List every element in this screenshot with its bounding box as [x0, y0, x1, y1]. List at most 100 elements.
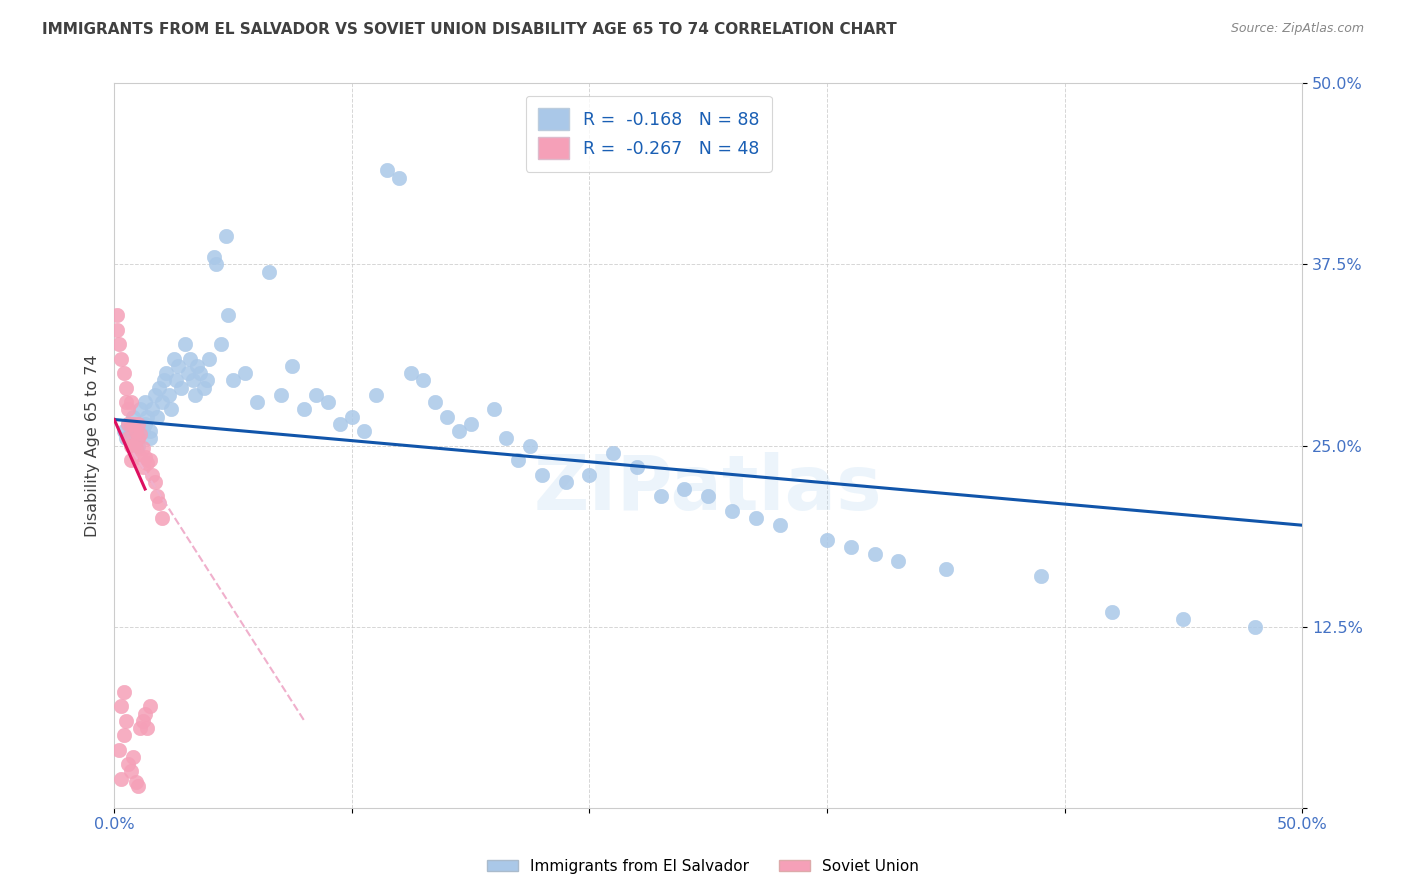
Point [110, 772, 132, 786]
Point [202, 250, 225, 264]
Point [721, 504, 744, 518]
Point [165, 373, 187, 387]
Point [155, 366, 177, 380]
Point [139, 431, 162, 445]
Point [377, 163, 399, 178]
Point [122, 439, 145, 453]
Point [115, 395, 138, 409]
Point [188, 366, 211, 380]
Point [127, 779, 149, 793]
Point [148, 496, 170, 510]
Point [626, 460, 648, 475]
Point [815, 533, 838, 547]
Point [650, 489, 672, 503]
Point [127, 431, 149, 445]
Y-axis label: Disability Age 65 to 74: Disability Age 65 to 74 [86, 354, 100, 537]
Point [423, 395, 446, 409]
Point [112, 685, 135, 699]
Point [217, 308, 239, 322]
Point [215, 228, 238, 243]
Point [131, 442, 153, 456]
Point [329, 417, 352, 431]
Point [105, 308, 128, 322]
Point [484, 402, 506, 417]
Point [129, 427, 152, 442]
Point [141, 467, 163, 482]
Text: IMMIGRANTS FROM EL SALVADOR VS SOVIET UNION DISABILITY AGE 65 TO 74 CORRELATION : IMMIGRANTS FROM EL SALVADOR VS SOVIET UN… [42, 22, 897, 37]
Point [112, 728, 135, 742]
Point [205, 258, 228, 272]
Point [105, 323, 128, 337]
Point [124, 774, 146, 789]
Point [174, 337, 197, 351]
Point [139, 453, 162, 467]
Point [508, 453, 530, 467]
Point [246, 395, 269, 409]
Point [141, 402, 163, 417]
Point [117, 402, 139, 417]
Point [270, 388, 292, 402]
Point [602, 446, 624, 460]
Point [129, 721, 152, 735]
Point [292, 402, 315, 417]
Point [134, 450, 156, 464]
Legend: Immigrants from El Salvador, Soviet Union: Immigrants from El Salvador, Soviet Unio… [481, 853, 925, 880]
Point [316, 395, 339, 409]
Point [887, 554, 910, 568]
Point [134, 395, 156, 409]
Point [578, 467, 600, 482]
Point [460, 417, 482, 431]
Point [120, 439, 142, 453]
Point [1173, 612, 1195, 626]
Point [122, 417, 145, 431]
Point [447, 424, 470, 438]
Point [122, 409, 145, 424]
Point [181, 373, 204, 387]
Point [115, 431, 138, 445]
Point [131, 460, 153, 475]
Point [768, 518, 790, 533]
Point [388, 170, 411, 185]
Point [364, 388, 387, 402]
Point [129, 450, 152, 464]
Point [399, 366, 422, 380]
Point [673, 482, 696, 496]
Point [170, 381, 193, 395]
Point [233, 366, 256, 380]
Point [148, 381, 170, 395]
Point [436, 409, 458, 424]
Point [110, 351, 132, 366]
Point [281, 359, 304, 373]
Point [184, 388, 207, 402]
Point [209, 337, 232, 351]
Point [179, 351, 201, 366]
Point [150, 511, 173, 525]
Point [530, 467, 553, 482]
Point [1101, 605, 1123, 619]
Point [305, 388, 328, 402]
Point [127, 439, 149, 453]
Point [139, 699, 162, 714]
Point [143, 388, 166, 402]
Point [697, 489, 720, 503]
Point [117, 417, 139, 431]
Point [112, 424, 135, 438]
Point [198, 351, 221, 366]
Point [146, 489, 169, 503]
Text: Source: ZipAtlas.com: Source: ZipAtlas.com [1230, 22, 1364, 36]
Point [127, 417, 149, 431]
Point [863, 547, 886, 561]
Point [519, 439, 541, 453]
Point [136, 409, 159, 424]
Point [120, 453, 142, 467]
Legend: R =  -0.168   N = 88, R =  -0.267   N = 48: R = -0.168 N = 88, R = -0.267 N = 48 [526, 95, 772, 171]
Point [222, 373, 245, 387]
Point [134, 417, 156, 431]
Point [195, 373, 218, 387]
Point [353, 424, 375, 438]
Point [117, 757, 139, 772]
Point [122, 750, 145, 764]
Point [115, 714, 138, 728]
Point [127, 417, 149, 431]
Point [150, 395, 173, 409]
